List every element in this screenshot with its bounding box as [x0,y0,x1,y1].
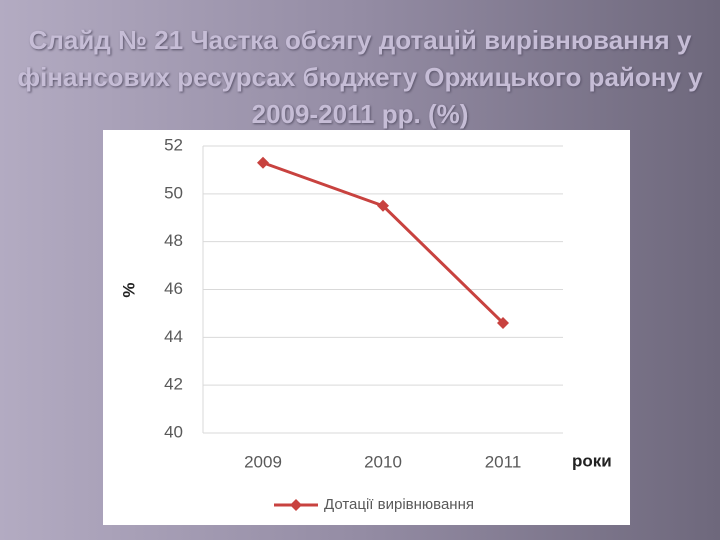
data-point [377,199,389,212]
x-tick-label: 2009 [244,452,282,471]
x-tick-label: 2010 [364,452,402,471]
y-tick-label: 52 [164,135,183,154]
chart-area [103,130,630,525]
y-axis-label: % [119,282,138,297]
y-tick-label: 44 [164,327,183,346]
legend-label: Дотації вирівнювання [324,496,474,513]
data-point [497,316,509,329]
y-tick-label: 42 [164,375,183,394]
data-point [257,156,269,169]
slide-title: Слайд № 21 Частка обсягу дотацій вирівню… [17,25,703,129]
y-tick-label: 48 [164,231,183,250]
y-tick-label: 40 [164,422,183,441]
x-tick-label: 2011 [485,452,522,471]
y-tick-label: 46 [164,279,183,298]
x-axis-label: роки [572,451,612,470]
legend-marker [290,499,302,511]
y-tick-label: 50 [164,183,183,202]
